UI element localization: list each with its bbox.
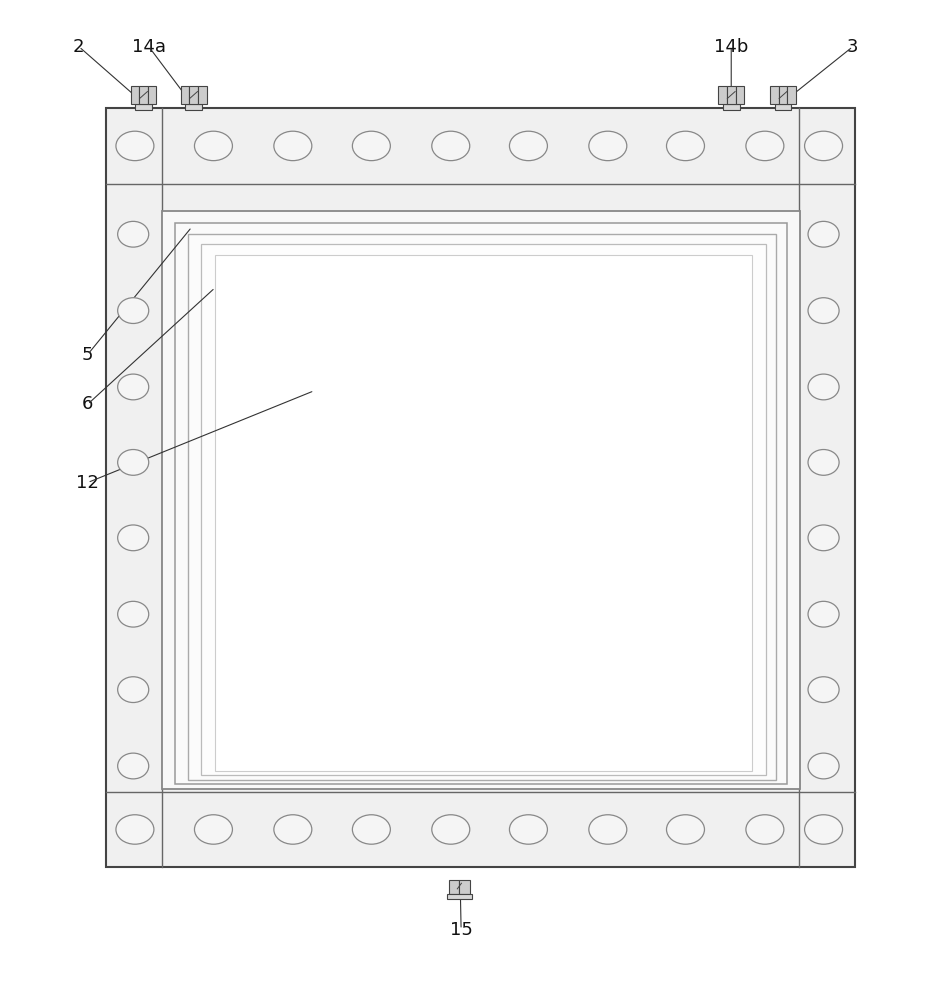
Ellipse shape [509, 815, 548, 844]
Ellipse shape [117, 450, 149, 475]
Ellipse shape [808, 450, 840, 475]
Bar [727, 86, 735, 104]
Bar [185, 104, 202, 110]
Bar [189, 86, 198, 104]
Ellipse shape [431, 815, 470, 844]
Bar [135, 104, 152, 110]
Ellipse shape [808, 525, 840, 551]
Ellipse shape [116, 815, 154, 844]
Bar [188, 234, 776, 780]
Ellipse shape [117, 298, 149, 323]
Ellipse shape [353, 815, 390, 844]
Bar [723, 104, 740, 110]
Ellipse shape [194, 815, 233, 844]
Text: 15: 15 [449, 921, 473, 939]
Ellipse shape [808, 601, 840, 627]
Text: 5: 5 [82, 346, 93, 364]
Ellipse shape [117, 601, 149, 627]
Bar [161, 211, 800, 789]
Ellipse shape [805, 131, 842, 161]
Ellipse shape [746, 131, 784, 161]
Ellipse shape [431, 131, 470, 161]
Bar [139, 86, 148, 104]
Ellipse shape [746, 815, 784, 844]
Ellipse shape [117, 374, 149, 400]
Bar [201, 244, 765, 775]
Ellipse shape [667, 815, 704, 844]
Ellipse shape [805, 815, 842, 844]
Text: 14b: 14b [714, 38, 749, 56]
Bar [148, 86, 157, 104]
Ellipse shape [274, 131, 311, 161]
Ellipse shape [117, 677, 149, 703]
Ellipse shape [353, 131, 390, 161]
Bar [775, 104, 792, 110]
Bar [735, 86, 744, 104]
Ellipse shape [808, 221, 840, 247]
Text: 14a: 14a [131, 38, 166, 56]
Ellipse shape [274, 815, 311, 844]
Ellipse shape [808, 677, 840, 703]
Ellipse shape [117, 753, 149, 779]
Bar [130, 86, 139, 104]
Text: 2: 2 [73, 38, 84, 56]
Bar [449, 880, 460, 894]
Ellipse shape [808, 374, 840, 400]
Bar [215, 255, 752, 771]
Ellipse shape [194, 131, 233, 161]
Bar [460, 880, 470, 894]
Ellipse shape [589, 815, 627, 844]
Ellipse shape [589, 131, 627, 161]
Ellipse shape [808, 753, 840, 779]
Bar [779, 86, 787, 104]
Text: 12: 12 [76, 474, 98, 492]
Bar [198, 86, 206, 104]
Text: 6: 6 [82, 395, 93, 413]
Ellipse shape [117, 525, 149, 551]
Bar [106, 108, 855, 867]
Bar [447, 894, 472, 899]
Text: 3: 3 [847, 38, 858, 56]
Bar [770, 86, 779, 104]
Ellipse shape [808, 298, 840, 323]
Bar [181, 86, 189, 104]
Ellipse shape [667, 131, 704, 161]
Ellipse shape [509, 131, 548, 161]
Bar [719, 86, 727, 104]
Ellipse shape [116, 131, 154, 161]
Bar [787, 86, 796, 104]
Bar [174, 223, 787, 784]
Ellipse shape [117, 221, 149, 247]
